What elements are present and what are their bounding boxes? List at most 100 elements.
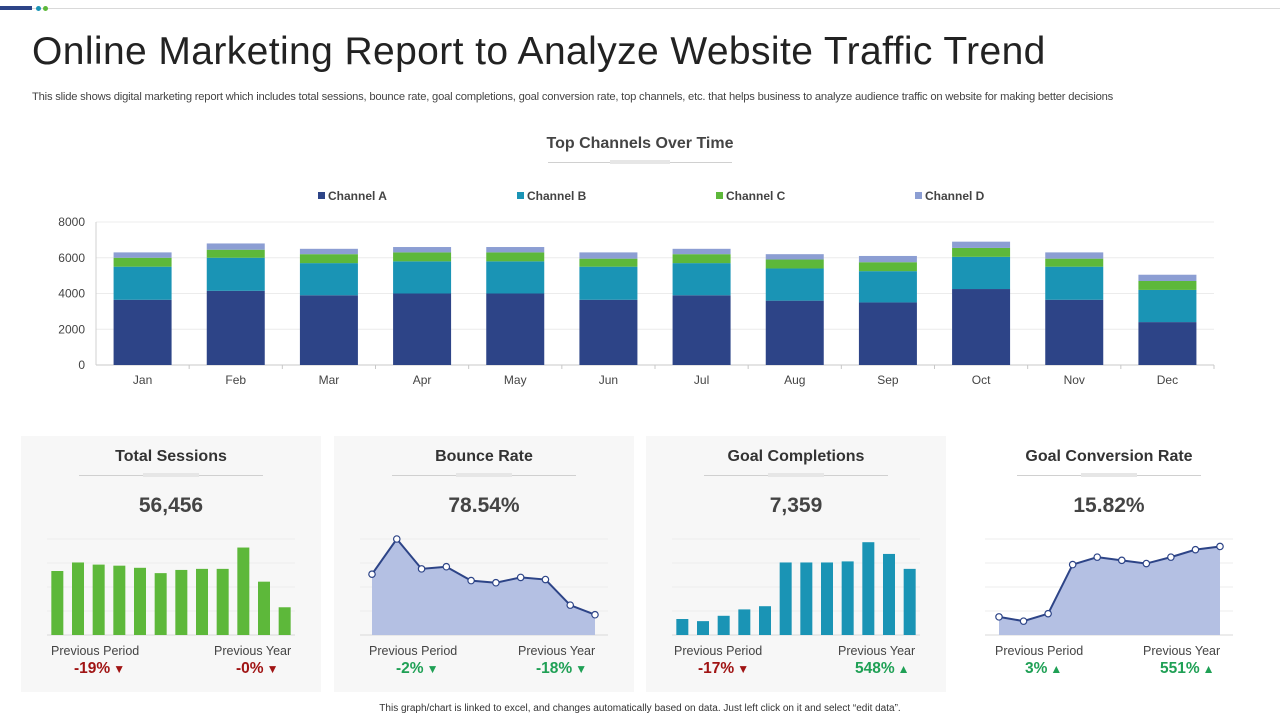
mini-area-point xyxy=(1142,559,1151,568)
legend-label-channel-b: Channel B xyxy=(527,189,587,203)
kpi-card-bounce-rate: Bounce Rate 78.54% Previous Period -2% ▼ … xyxy=(334,436,634,692)
bar-channel-c-may xyxy=(486,252,545,262)
mini-area-fill xyxy=(999,546,1220,635)
bar-channel-d-apr xyxy=(393,247,452,253)
bar-channel-d-mar xyxy=(299,248,358,255)
bar-channel-b-oct xyxy=(952,256,1011,290)
previous-year-value: 551% ▲ xyxy=(1160,660,1215,678)
down-arrow-icon: ▼ xyxy=(113,662,126,676)
bar-channel-a-mar xyxy=(299,295,358,365)
mini-bar xyxy=(738,609,751,635)
legend-item-channel-d: Channel D xyxy=(915,189,984,203)
bar-channel-b-jun xyxy=(579,266,638,300)
bar-channel-a-aug xyxy=(765,300,824,365)
mini-bar xyxy=(216,568,229,635)
mini-area-point xyxy=(1044,609,1052,618)
legend-swatch-channel-d xyxy=(915,192,922,199)
chart-title-rule-mark xyxy=(610,160,670,164)
up-arrow-icon: ▲ xyxy=(1050,662,1063,676)
previous-year-label: Previous Year xyxy=(1143,644,1221,658)
x-tick-label: Apr xyxy=(413,373,432,387)
header-accent-dot xyxy=(36,6,41,11)
legend-item-channel-a: Channel A xyxy=(318,189,387,203)
previous-year-percent: -0% xyxy=(236,660,264,677)
card-title: Total Sessions xyxy=(115,448,227,465)
bar-channel-b-nov xyxy=(1045,266,1104,300)
mini-bar-chart xyxy=(672,538,920,636)
card-value: 78.54% xyxy=(448,494,520,517)
x-tick-label: Oct xyxy=(972,373,991,387)
mini-bar xyxy=(676,619,689,635)
bar-channel-d-nov xyxy=(1045,252,1104,259)
mini-area-point xyxy=(516,573,525,582)
bar-channel-b-sep xyxy=(858,271,917,303)
mini-area-fill xyxy=(372,539,595,635)
mini-area-point xyxy=(566,601,575,609)
page-subtitle: This slide shows digital marketing repor… xyxy=(32,91,1114,103)
bar-channel-c-jan xyxy=(113,257,172,267)
mini-area-point xyxy=(1191,545,1200,554)
kpi-card-total-sessions: Total Sessions 56,456 Previous Period -1… xyxy=(21,436,321,692)
card-title: Goal Completions xyxy=(727,448,865,465)
bar-channel-c-apr xyxy=(393,252,452,262)
mini-area-chart xyxy=(360,535,608,636)
previous-period-value: -17% ▼ xyxy=(698,660,749,678)
mini-bar xyxy=(779,562,792,635)
legend-label-channel-d: Channel D xyxy=(925,189,985,203)
bar-channel-d-aug xyxy=(765,254,824,260)
bar-channel-d-may xyxy=(486,247,545,253)
legend-swatch-channel-c xyxy=(716,192,723,199)
mini-area-point xyxy=(1167,553,1175,561)
previous-year-label: Previous Year xyxy=(838,644,916,658)
up-arrow-icon: ▲ xyxy=(897,662,910,676)
down-arrow-icon: ▼ xyxy=(426,662,439,676)
bar-channel-a-sep xyxy=(858,302,917,365)
bar-channel-c-nov xyxy=(1045,258,1104,267)
mini-bar xyxy=(258,581,270,635)
x-tick-label: Jul xyxy=(694,373,709,387)
bar-channel-c-feb xyxy=(206,249,265,258)
mini-area-point xyxy=(591,610,599,619)
bar-channel-c-jun xyxy=(579,258,638,267)
kpi-card-goal-conversion-rate: Goal Conversion Rate 15.82% Previous Per… xyxy=(959,436,1259,692)
previous-period-label: Previous Period xyxy=(674,644,763,658)
header-divider xyxy=(0,8,1280,9)
mini-bar xyxy=(154,573,167,635)
down-arrow-icon: ▼ xyxy=(266,662,279,676)
bar-channel-b-dec xyxy=(1138,289,1197,323)
y-tick-label: 6000 xyxy=(58,251,85,265)
x-tick-label: May xyxy=(504,373,527,387)
mini-area-line xyxy=(998,545,1221,623)
card-value: 15.82% xyxy=(1073,494,1145,517)
bar-channel-b-jan xyxy=(113,266,172,300)
stacked-bar-chart: 0 2000 4000 6000 8000 Jan Feb Mar Apr May Jun Jul Au… xyxy=(58,215,1215,387)
down-arrow-icon: ▼ xyxy=(575,662,588,676)
bar-channel-b-aug xyxy=(765,268,824,301)
mini-bar xyxy=(800,562,813,635)
bar-channel-d-jun xyxy=(579,252,638,259)
up-arrow-icon: ▲ xyxy=(1202,662,1215,676)
previous-period-label: Previous Period xyxy=(369,644,458,658)
mini-area-point xyxy=(467,576,475,585)
mini-bar xyxy=(862,542,875,635)
bar-channel-b-mar xyxy=(299,263,358,296)
legend-swatch-channel-b xyxy=(517,192,524,199)
bar-channel-b-feb xyxy=(206,257,265,291)
bar-channel-c-oct xyxy=(952,247,1011,257)
page-title: Online Marketing Report to Analyze Websi… xyxy=(32,30,1046,73)
mini-bar xyxy=(72,562,84,635)
bar-channel-a-dec xyxy=(1138,322,1197,365)
previous-period-percent: 3% xyxy=(1025,660,1048,677)
previous-year-percent: 548% xyxy=(855,660,895,677)
x-tick-label: Jun xyxy=(599,373,618,387)
previous-period-percent: -2% xyxy=(396,660,424,677)
y-tick-label: 0 xyxy=(78,358,85,372)
previous-period-label: Previous Period xyxy=(51,644,140,658)
previous-year-label: Previous Year xyxy=(214,644,292,658)
bar-channel-b-apr xyxy=(393,261,452,294)
mini-bar xyxy=(196,568,208,635)
mini-area-chart xyxy=(985,538,1233,636)
mini-bar xyxy=(821,562,833,635)
bar-channel-d-oct xyxy=(952,241,1011,248)
mini-bar-chart xyxy=(47,538,295,636)
